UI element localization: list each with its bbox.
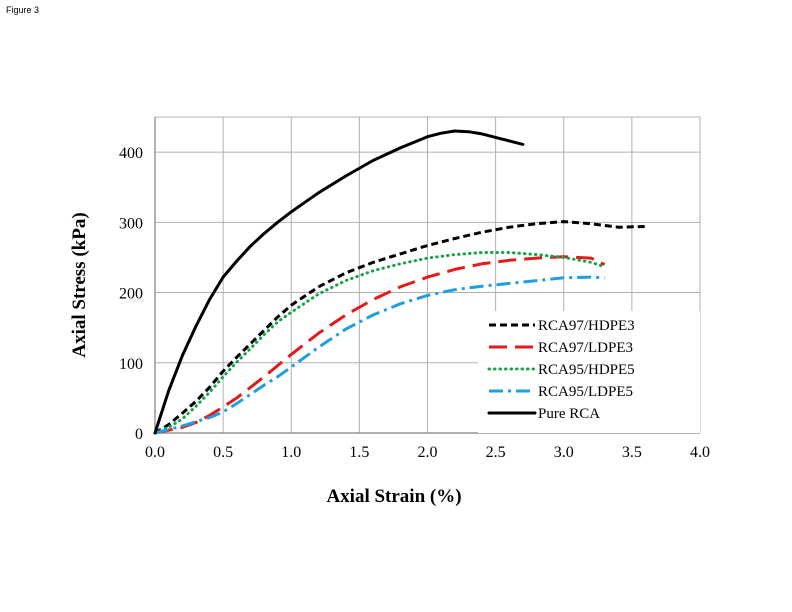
x-tick-label: 0.0 — [145, 444, 165, 461]
x-tick-label: 1.5 — [349, 444, 369, 461]
legend-entry-label: RCA95/LDPE5 — [538, 384, 633, 400]
legend-entry-label: RCA97/HDPE3 — [538, 318, 635, 334]
x-tick-label: 2.5 — [486, 444, 506, 461]
y-tick-label: 0 — [135, 426, 143, 443]
legend-entry-label: RCA95/HDPE5 — [538, 362, 635, 378]
y-tick-label: 400 — [119, 145, 143, 162]
series-lines — [153, 129, 646, 435]
x-tick-label: 2.0 — [418, 444, 438, 461]
legend-entry-label: RCA97/LDPE3 — [538, 340, 633, 356]
y-tick-label: 100 — [119, 356, 143, 373]
x-tick-label: 0.5 — [213, 444, 233, 461]
y-axis-title: Axial Stress (kPa) — [69, 212, 90, 357]
series-line-rca95-ldpe5 — [154, 275, 605, 435]
x-axis-title: Axial Strain (%) — [326, 486, 461, 507]
x-tick-label: 3.5 — [622, 444, 642, 461]
series-line-rca97-ldpe3 — [154, 255, 606, 435]
series-line-rca97-hdpe3 — [154, 220, 646, 435]
x-tick-labels: 0.0 0.5 1.0 1.5 2.0 2.5 3.0 3.5 4.0 — [145, 444, 710, 461]
x-tick-label: 1.0 — [281, 444, 301, 461]
y-tick-labels: 0 100 200 300 400 — [119, 145, 143, 443]
figure-label: Figure 3 — [6, 5, 40, 15]
x-tick-label: 3.0 — [554, 444, 574, 461]
legend-entry-label: Pure RCA — [538, 406, 600, 422]
x-tick-label: 4.0 — [690, 444, 710, 461]
y-tick-label: 200 — [119, 286, 143, 303]
series-line-rca95-hdpe5 — [153, 251, 607, 435]
y-tick-label: 300 — [119, 215, 143, 232]
legend: RCA97/HDPE3 RCA97/LDPE3 RCA95/HDPE5 RCA95/L… — [487, 318, 635, 422]
series-line-pure-rca — [153, 129, 525, 435]
